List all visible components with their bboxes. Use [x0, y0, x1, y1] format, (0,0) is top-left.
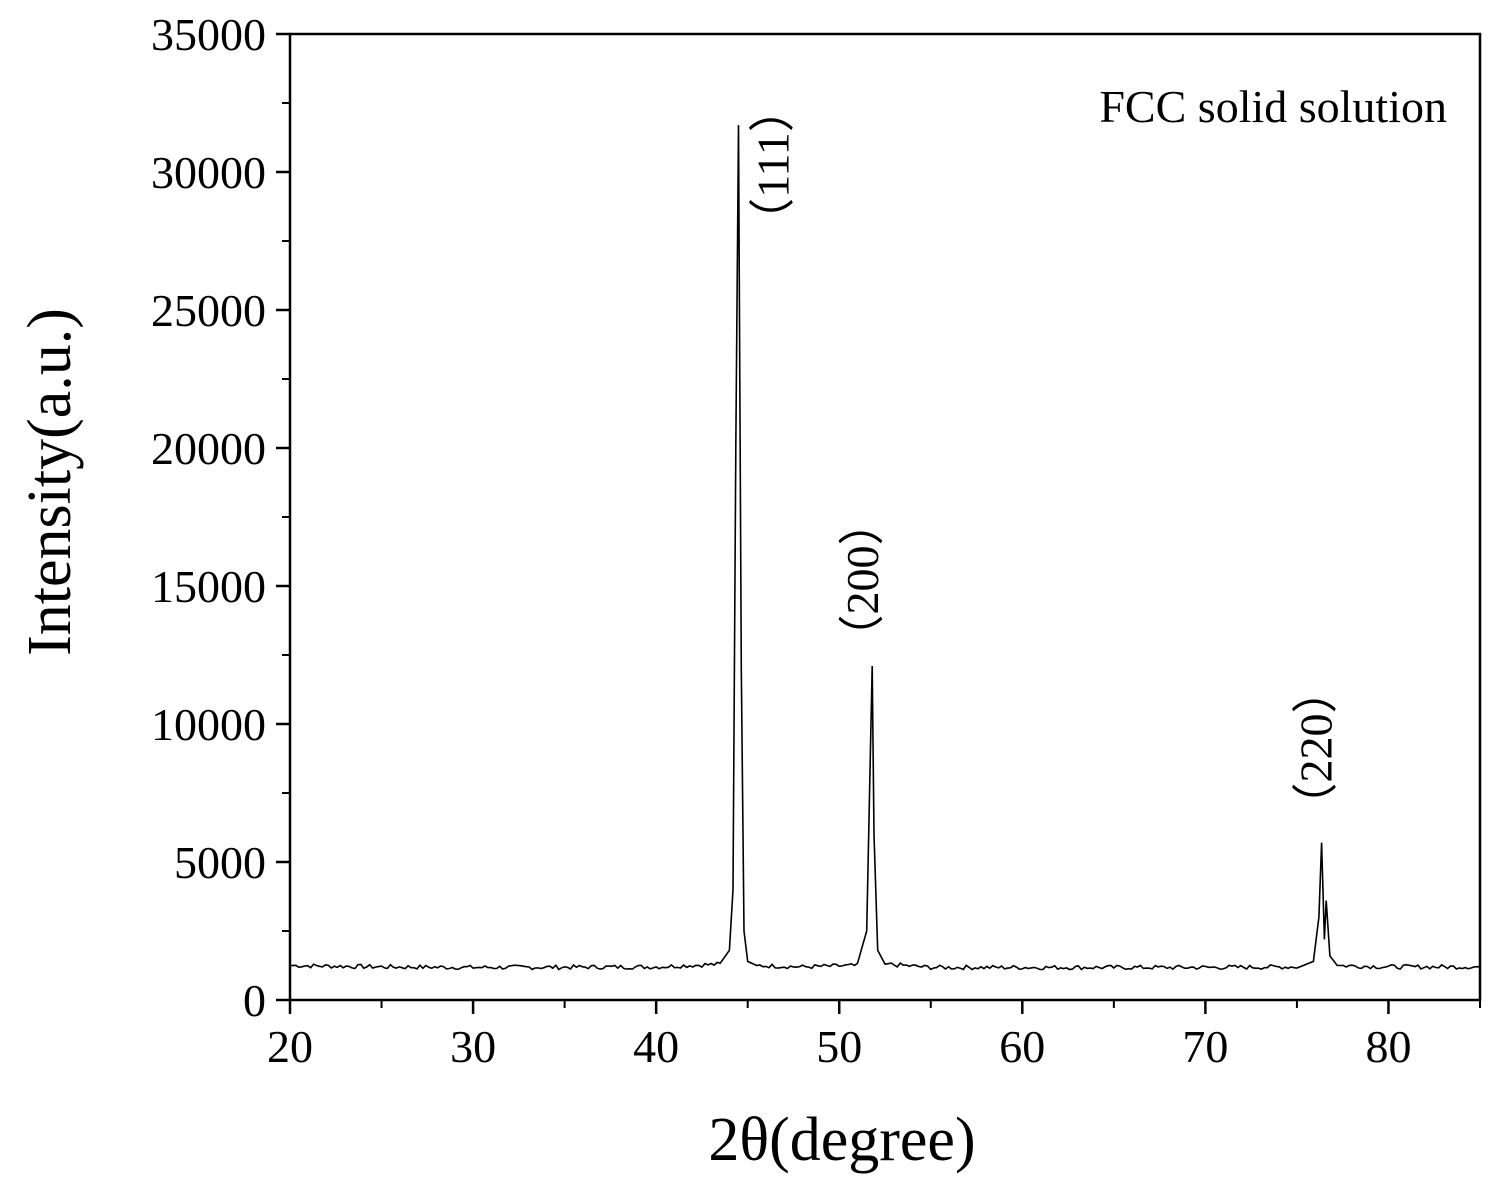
- x-axis-title: 2θ(degree): [708, 1106, 975, 1174]
- peak-labels: （111） （200） （220）: [748, 86, 1342, 828]
- y-tick-label: 20000: [151, 423, 266, 474]
- peak-label: （220）: [1291, 668, 1342, 829]
- y-axis-ticks: 0 5000 10000 15000 20000 25000 30000 35000: [151, 9, 290, 1026]
- x-tick-label: 60: [999, 1021, 1045, 1072]
- x-tick-label: 30: [450, 1021, 496, 1072]
- y-axis-title: Intensity(a.u.): [16, 308, 84, 656]
- y-tick-label: 30000: [151, 147, 266, 198]
- peak-label: （111）: [748, 86, 799, 244]
- x-tick-label: 40: [633, 1021, 679, 1072]
- x-tick-label: 50: [816, 1021, 862, 1072]
- x-tick-label: 70: [1182, 1021, 1228, 1072]
- x-axis-ticks: 20 30 40 50 60 70 80: [267, 1000, 1481, 1072]
- x-tick-label: 20: [267, 1021, 313, 1072]
- annotation-text: FCC solid solution: [1099, 81, 1447, 132]
- y-tick-label: 5000: [174, 837, 266, 888]
- series-line: [289, 125, 1481, 971]
- y-tick-label: 0: [243, 975, 266, 1026]
- peak-label: （200）: [837, 500, 888, 661]
- y-tick-label: 15000: [151, 561, 266, 612]
- y-tick-label: 35000: [151, 9, 266, 60]
- x-tick-label: 80: [1365, 1021, 1411, 1072]
- y-tick-label: 10000: [151, 699, 266, 750]
- y-tick-label: 25000: [151, 285, 266, 336]
